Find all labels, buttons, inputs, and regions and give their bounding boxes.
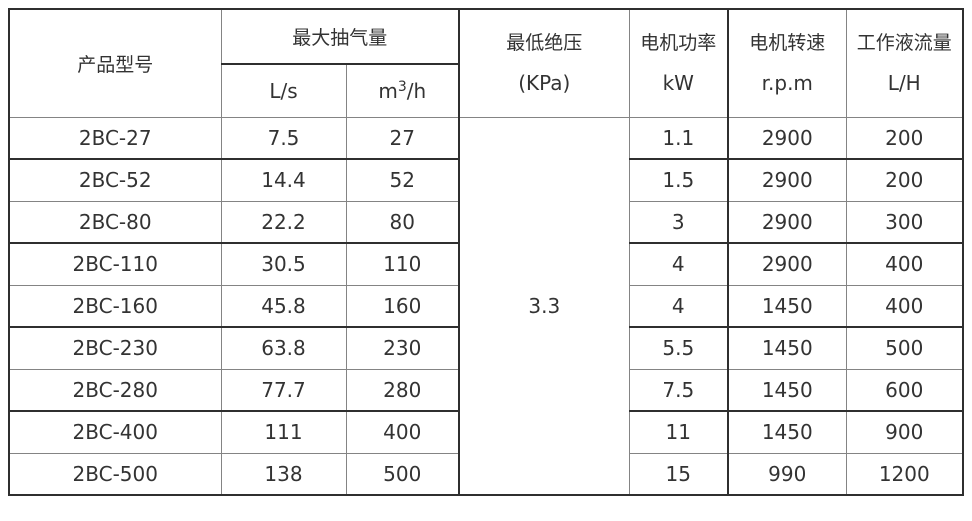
cell-min-pressure-merged: 3.3 (459, 117, 630, 496)
header-fluid-flow-unit: L/H (887, 71, 921, 96)
cell-flow: 600 (846, 369, 964, 412)
table-row: 2BC-280 77.7 280 7.5 1450 600 (9, 369, 964, 412)
cell-power: 1.1 (629, 117, 730, 160)
cell-m3h: 500 (346, 453, 461, 496)
header-max-pumping-capacity: 最大抽气量 (221, 9, 461, 65)
cell-speed: 2900 (728, 159, 847, 202)
cell-speed: 2900 (728, 243, 847, 286)
table-row: 2BC-110 30.5 110 4 2900 400 (9, 243, 964, 286)
cell-power: 3 (629, 201, 730, 244)
cell-speed: 2900 (728, 117, 847, 160)
header-min-pressure-label: 最低绝压 (506, 32, 583, 55)
cell-m3h: 230 (346, 327, 461, 370)
header-working-fluid-flow: 工作液流量 L/H (846, 9, 964, 118)
cell-ls: 22.2 (221, 201, 347, 244)
cell-ls: 14.4 (221, 159, 347, 202)
cell-m3h: 80 (346, 201, 461, 244)
cell-m3h: 52 (346, 159, 461, 202)
table-row: 2BC-400 111 400 11 1450 900 (9, 411, 964, 454)
cell-flow: 200 (846, 117, 964, 160)
cell-power: 15 (629, 453, 730, 496)
cell-m3h: 110 (346, 243, 461, 286)
header-min-pressure-unit: (KPa) (518, 71, 571, 96)
cell-power: 5.5 (629, 327, 730, 370)
cell-flow: 1200 (846, 453, 964, 496)
header-motor-speed: 电机转速 r.p.m (728, 9, 847, 118)
cell-flow: 900 (846, 411, 964, 454)
cell-flow: 400 (846, 285, 964, 328)
cell-m3h: 27 (346, 117, 461, 160)
cell-ls: 7.5 (221, 117, 347, 160)
header-row-units: L/s m3/h (9, 64, 963, 118)
table-row: 2BC-80 22.2 80 3 2900 300 (9, 201, 964, 244)
cell-ls: 111 (221, 411, 347, 454)
cell-model: 2BC-27 (9, 117, 222, 160)
cell-model: 2BC-280 (9, 369, 222, 412)
header-motor-speed-unit: r.p.m (761, 71, 813, 96)
cell-flow: 500 (846, 327, 964, 370)
header-unit-ls: L/s (221, 64, 347, 118)
cell-ls: 138 (221, 453, 347, 496)
cell-m3h: 280 (346, 369, 461, 412)
cell-power: 7.5 (629, 369, 730, 412)
header-motor-speed-label: 电机转速 (749, 32, 826, 55)
cell-speed: 1450 (728, 411, 847, 454)
header-row-top: 产品型号 最大抽气量 最低绝压 (KPa) 电机功率 kW 电机转速 r.p.m… (9, 9, 964, 118)
header-motor-power: 电机功率 kW (629, 9, 730, 118)
cell-speed: 2900 (728, 201, 847, 244)
header-motor-power-unit: kW (662, 71, 694, 96)
header-unit-m3h: m3/h (346, 64, 461, 118)
table-row: 2BC-230 63.8 230 5.5 1450 500 (9, 327, 964, 370)
pump-specs-table: 产品型号 最大抽气量 最低绝压 (KPa) 电机功率 kW 电机转速 r.p.m… (8, 8, 965, 496)
header-fluid-flow-label: 工作液流量 (856, 32, 952, 55)
cell-speed: 990 (728, 453, 847, 496)
cell-m3h: 160 (346, 285, 461, 328)
table-row: 2BC-500 138 500 15 990 1200 (9, 453, 964, 496)
cell-flow: 300 (846, 201, 964, 244)
cell-flow: 200 (846, 159, 964, 202)
cell-model: 2BC-230 (9, 327, 222, 370)
unit-m3h-rest: /h (406, 78, 427, 103)
cell-power: 4 (629, 285, 730, 328)
cell-ls: 63.8 (221, 327, 347, 370)
unit-m3h-superscript: 3 (397, 78, 407, 95)
cell-flow: 400 (846, 243, 964, 286)
cell-power: 11 (629, 411, 730, 454)
spec-table-container: 产品型号 最大抽气量 最低绝压 (KPa) 电机功率 kW 电机转速 r.p.m… (8, 8, 965, 496)
cell-model: 2BC-110 (9, 243, 222, 286)
table-row: 2BC-27 7.5 27 3.3 1.1 2900 200 (9, 117, 964, 496)
unit-m3h-base: m (378, 78, 398, 103)
table-row: 2BC-160 45.8 160 4 1450 400 (9, 285, 964, 328)
cell-model: 2BC-80 (9, 201, 222, 244)
cell-speed: 1450 (728, 327, 847, 370)
cell-power: 1.5 (629, 159, 730, 202)
table-row: 2BC-52 14.4 52 1.5 2900 200 (9, 159, 964, 202)
header-product-model: 产品型号 (9, 9, 222, 118)
cell-speed: 1450 (728, 369, 847, 412)
cell-m3h: 400 (346, 411, 461, 454)
cell-ls: 45.8 (221, 285, 347, 328)
cell-ls: 30.5 (221, 243, 347, 286)
cell-ls: 77.7 (221, 369, 347, 412)
cell-model: 2BC-160 (9, 285, 222, 328)
cell-model: 2BC-400 (9, 411, 222, 454)
header-motor-power-label: 电机功率 (640, 32, 717, 55)
cell-model: 2BC-52 (9, 159, 222, 202)
cell-power: 4 (629, 243, 730, 286)
cell-model: 2BC-500 (9, 453, 222, 496)
header-min-absolute-pressure: 最低绝压 (KPa) (459, 9, 630, 118)
cell-speed: 1450 (728, 285, 847, 328)
